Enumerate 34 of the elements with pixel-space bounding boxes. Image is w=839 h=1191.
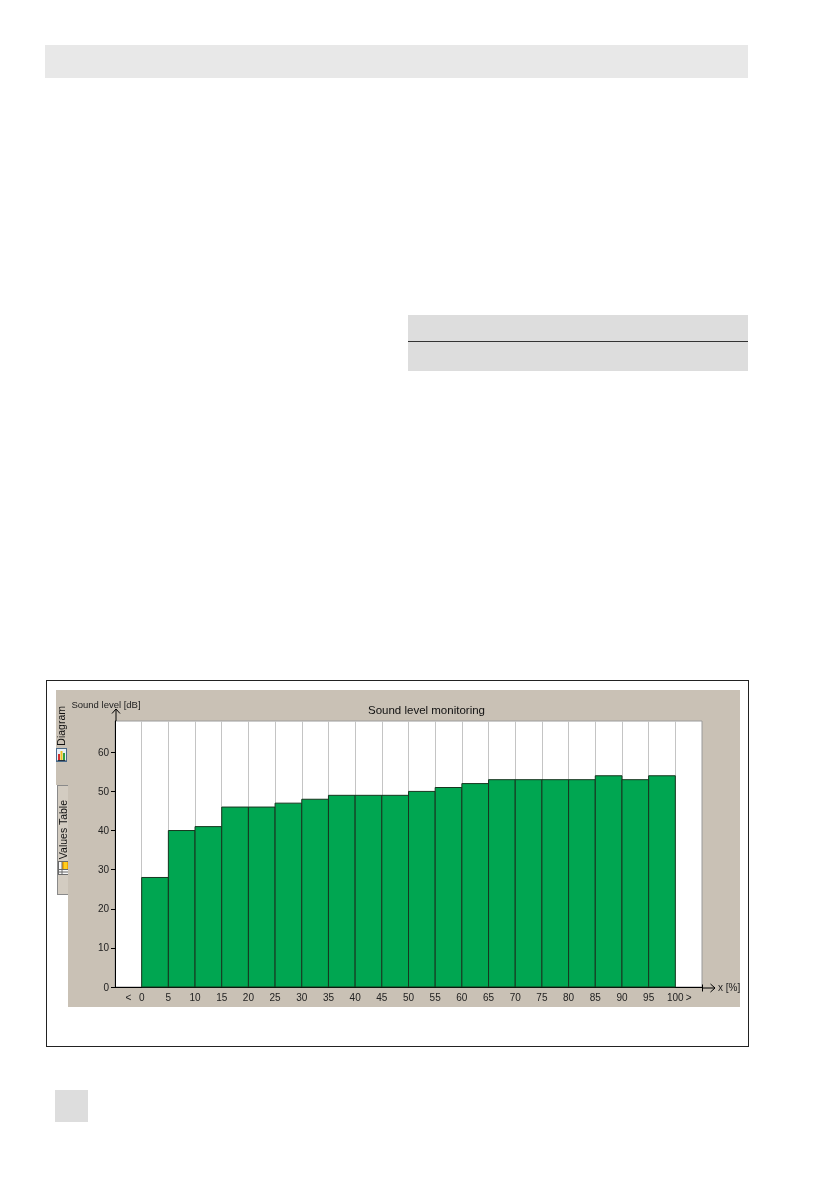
- y-tick-label: 0: [103, 981, 110, 993]
- y-tick-label: 50: [97, 785, 110, 797]
- x-tick-label: 30: [296, 991, 308, 1003]
- y-tick-label: 40: [97, 825, 110, 837]
- y-tick-label: 20: [97, 903, 110, 915]
- x-tick-label: 50: [402, 991, 415, 1003]
- x-tick-label: 20: [242, 991, 255, 1003]
- x-tick-label: 85: [589, 991, 602, 1003]
- x-tick-label: 35: [322, 991, 335, 1003]
- y-tick-label: 60: [97, 746, 110, 758]
- x-axis-title: x [%]: [718, 981, 741, 993]
- x-tick-label: 95: [643, 991, 655, 1003]
- x-tick-label: 15: [216, 991, 228, 1003]
- x-tick-label: >: [685, 991, 692, 1003]
- x-tick-label: 60: [456, 991, 468, 1003]
- tab: Diagram: [56, 690, 68, 785]
- x-tick-label: 0: [138, 991, 145, 1003]
- x-tick-label: 40: [349, 991, 362, 1003]
- y-axis-title: Sound level [dB]: [71, 698, 141, 710]
- x-tick-label: <: [125, 991, 132, 1003]
- y-tick-label: 30: [97, 864, 110, 876]
- x-tick-label: 90: [616, 991, 628, 1003]
- x-tick-label: 65: [482, 991, 495, 1003]
- chart-title: Sound level monitoring: [368, 704, 485, 716]
- x-tick-label: 100: [666, 991, 685, 1003]
- x-tick-label: 75: [536, 991, 548, 1003]
- x-tick-label: 80: [563, 991, 575, 1003]
- x-tick-label: 5: [165, 991, 172, 1003]
- x-tick-label: 70: [509, 991, 522, 1003]
- x-tick-label: 55: [429, 991, 442, 1003]
- y-tick-label: 10: [97, 942, 110, 954]
- x-tick-label: 25: [269, 991, 282, 1003]
- x-tick-label: 45: [376, 991, 388, 1003]
- x-tick-label: 10: [189, 991, 202, 1003]
